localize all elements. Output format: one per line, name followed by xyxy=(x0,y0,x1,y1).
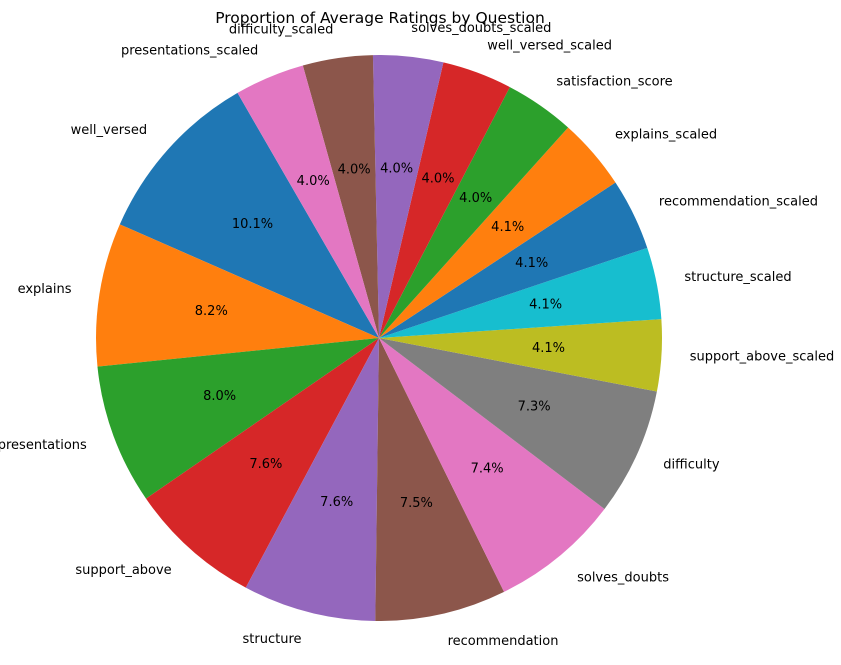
pie-slice-structure xyxy=(245,338,379,621)
percent-label: 8.2% xyxy=(195,304,228,319)
percent-label: 4.1% xyxy=(529,298,562,313)
percent-label: 4.0% xyxy=(421,171,454,186)
pie-slice-structure-scaled xyxy=(379,247,662,338)
pie-slice-solves-doubts-scaled xyxy=(372,55,444,339)
slice-label: recommendation_scaled xyxy=(659,194,818,209)
percent-labels: 10.1% 8.2% 8.0% 7.6% 7.6% 7.5% 7.4% 7.3% 4.1% 4.1… xyxy=(195,162,565,512)
percent-label: 7.4% xyxy=(471,462,504,477)
pie-slice-well-versed-scaled xyxy=(379,62,510,339)
slice-label: explains_scaled xyxy=(615,128,717,143)
percent-label: 4.1% xyxy=(491,220,524,235)
percent-label: 8.0% xyxy=(203,389,236,404)
percent-label: 4.0% xyxy=(338,163,371,178)
pie-slice-satisfaction-score xyxy=(379,87,569,338)
slice-label: structure_scaled xyxy=(684,270,791,285)
slice-labels: well_versed explains presentations support_… xyxy=(0,21,834,649)
pie-slice-explains xyxy=(96,224,380,367)
percent-label: 7.6% xyxy=(249,457,282,472)
percent-label: 4.0% xyxy=(380,162,413,177)
slice-label: solves_doubts xyxy=(577,571,669,586)
percent-label: 7.5% xyxy=(400,496,433,511)
percent-label: 4.0% xyxy=(459,191,492,206)
slice-label: explains xyxy=(18,282,72,297)
slice-label: well_versed_scaled xyxy=(487,39,612,54)
percent-label: 4.1% xyxy=(532,341,565,356)
pie-slice-explains-scaled xyxy=(379,127,616,338)
percent-label: 10.1% xyxy=(232,217,273,232)
pie-slice-difficulty-scaled xyxy=(302,55,379,338)
pie-slice-recommendation xyxy=(375,338,505,622)
pie-slice-well-versed xyxy=(119,92,379,338)
slice-label: structure xyxy=(243,632,302,647)
slice-label: support_above_scaled xyxy=(690,350,835,365)
slice-label: well_versed xyxy=(71,123,147,138)
pie-slice-recommendation-scaled xyxy=(379,182,648,338)
pie-slice-solves-doubts xyxy=(379,338,605,592)
percent-label: 7.3% xyxy=(518,400,551,415)
slice-label: support_above xyxy=(75,563,171,578)
percent-label: 4.1% xyxy=(515,256,548,271)
slice-label: presentations_scaled xyxy=(121,44,258,59)
slice-label: difficulty xyxy=(663,457,720,472)
chart-title: Proportion of Average Ratings by Questio… xyxy=(215,9,545,27)
slice-label: satisfaction_score xyxy=(556,75,672,90)
slice-label: presentations xyxy=(0,438,87,453)
pie-slice-presentations-scaled xyxy=(237,65,379,338)
pie-slice-support-above xyxy=(146,338,379,588)
pie-slice-difficulty xyxy=(379,338,657,509)
pie-slice-support-above-scaled xyxy=(379,319,663,392)
pie-slice-presentations xyxy=(97,338,380,499)
slice-label: solves_doubts_scaled xyxy=(411,21,551,36)
percent-label: 4.0% xyxy=(297,174,330,189)
pie-slices xyxy=(96,55,663,622)
percent-label: 7.6% xyxy=(320,495,353,510)
slice-label: recommendation xyxy=(448,634,559,649)
slice-label: difficulty_scaled xyxy=(229,23,333,38)
